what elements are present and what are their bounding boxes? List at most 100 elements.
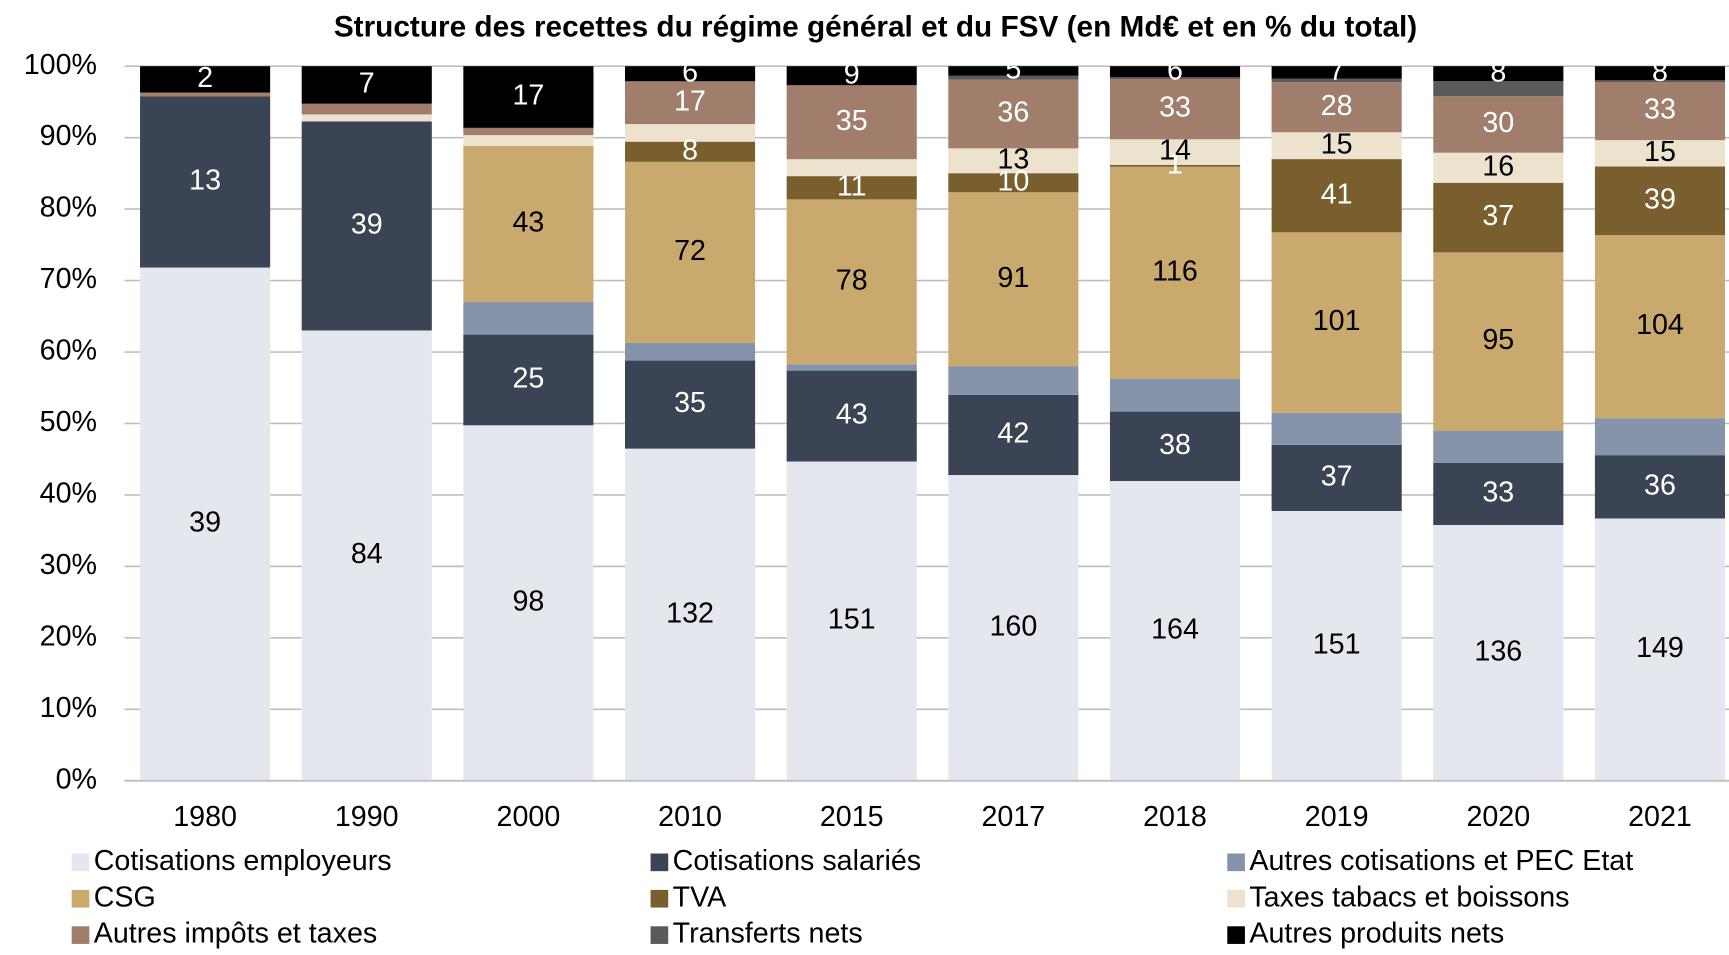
bar-segment — [624, 141, 756, 162]
bar-segment — [786, 66, 917, 86]
data-label: 17 — [674, 85, 706, 117]
data-label: 84 — [351, 538, 383, 570]
bar-segment — [140, 96, 271, 268]
data-label: 149 — [1636, 632, 1684, 664]
data-label: 151 — [1313, 628, 1361, 660]
bar-segment — [1271, 66, 1402, 79]
data-label: 25 — [512, 363, 544, 395]
legend-label: Autres cotisations et PEC Etat — [1249, 845, 1633, 877]
bar-segment — [948, 192, 1079, 367]
data-label: 43 — [512, 207, 544, 239]
bar-segment — [624, 81, 756, 125]
x-tick-label: 2017 — [981, 801, 1045, 833]
bar-segment — [786, 364, 917, 371]
data-label: 43 — [836, 399, 868, 431]
bar-segment — [1594, 140, 1726, 167]
bar-segment — [786, 461, 917, 781]
bar-segment — [301, 121, 432, 331]
data-label: 33 — [1482, 477, 1514, 509]
bar-segment — [1271, 444, 1402, 511]
legend-label: Taxes tabacs et boissons — [1249, 881, 1569, 913]
bar-segment — [301, 114, 432, 122]
data-label: 33 — [1159, 92, 1191, 124]
data-label: 38 — [1159, 429, 1191, 461]
bar-segment — [1109, 378, 1241, 412]
bar-segment — [463, 145, 594, 302]
bar-segment — [1109, 166, 1241, 379]
data-label: 42 — [997, 418, 1029, 450]
data-label: 39 — [189, 507, 221, 539]
bar-segment — [301, 103, 432, 115]
data-label: 7 — [359, 68, 375, 100]
bar-segment — [1109, 77, 1241, 79]
legend-swatch — [1227, 889, 1245, 908]
legend-swatch — [71, 853, 90, 872]
bar-segment — [301, 330, 432, 781]
bar-segment — [948, 475, 1079, 781]
data-label: 9 — [844, 58, 860, 90]
data-label: 160 — [989, 610, 1037, 642]
data-label: 15 — [1321, 128, 1353, 160]
bar-segment — [948, 394, 1079, 476]
legend-label: TVA — [673, 881, 727, 913]
y-tick-label: 90% — [40, 120, 97, 152]
bar-segment — [948, 366, 1079, 395]
data-label: 6 — [682, 56, 698, 88]
y-tick-label: 70% — [40, 263, 97, 295]
bar-segment — [948, 173, 1079, 193]
data-label: 164 — [1151, 613, 1199, 645]
data-label: 36 — [1644, 469, 1676, 501]
bar-segment — [1109, 481, 1241, 781]
bar-segment — [786, 85, 917, 160]
y-tick-label: 30% — [40, 549, 97, 581]
legend-label: Autres impôts et taxes — [94, 918, 378, 950]
data-label: 6 — [1167, 54, 1183, 86]
bar-segment — [624, 448, 756, 781]
bar-segment — [1433, 430, 1564, 463]
bar-segment — [786, 176, 917, 200]
data-label: 1 — [1167, 148, 1183, 180]
bar-segment — [1594, 418, 1726, 456]
bar-segment — [786, 159, 917, 177]
bar-segment — [463, 66, 594, 128]
bar-segment — [1594, 80, 1726, 83]
y-tick-label: 80% — [40, 192, 97, 224]
x-tick-label: 2020 — [1466, 801, 1530, 833]
legend-label: Autres produits nets — [1249, 918, 1504, 950]
data-label: 13 — [997, 143, 1029, 175]
y-tick-label: 40% — [40, 478, 97, 510]
bar-segment — [1433, 252, 1564, 431]
bar-segment — [1594, 166, 1726, 236]
data-label: 35 — [836, 105, 868, 137]
bar-segment — [624, 161, 756, 343]
legend-swatch — [71, 889, 90, 908]
data-label: 8 — [682, 134, 698, 166]
legend-swatch — [650, 889, 669, 908]
data-label: 7 — [1329, 55, 1345, 87]
data-label: 30 — [1482, 107, 1514, 139]
legend-label: Transferts nets — [673, 918, 863, 950]
y-tick-label: 20% — [40, 620, 97, 652]
data-label: 17 — [512, 80, 544, 112]
bar-segment — [786, 370, 917, 462]
data-label: 35 — [674, 387, 706, 419]
bar-segment — [1433, 525, 1564, 781]
data-label: 36 — [997, 97, 1029, 129]
data-label: 91 — [997, 262, 1029, 294]
bar-segment — [1271, 232, 1402, 413]
legend-swatch — [650, 926, 669, 944]
bar-segment — [1594, 455, 1726, 519]
data-label: 101 — [1313, 305, 1361, 337]
legend-label: Cotisations employeurs — [94, 845, 392, 877]
bar-segment — [1271, 78, 1402, 83]
x-tick-label: 1990 — [335, 801, 399, 833]
data-label: 78 — [836, 264, 868, 296]
bar-segment — [624, 66, 756, 82]
data-label: 16 — [1482, 150, 1514, 182]
x-tick-label: 2021 — [1628, 801, 1692, 833]
bar-segment — [1433, 96, 1564, 153]
bar-segment — [140, 66, 271, 93]
bar-segment — [1109, 164, 1241, 167]
y-tick-label: 0% — [56, 763, 97, 795]
bar-segment — [1271, 510, 1402, 781]
